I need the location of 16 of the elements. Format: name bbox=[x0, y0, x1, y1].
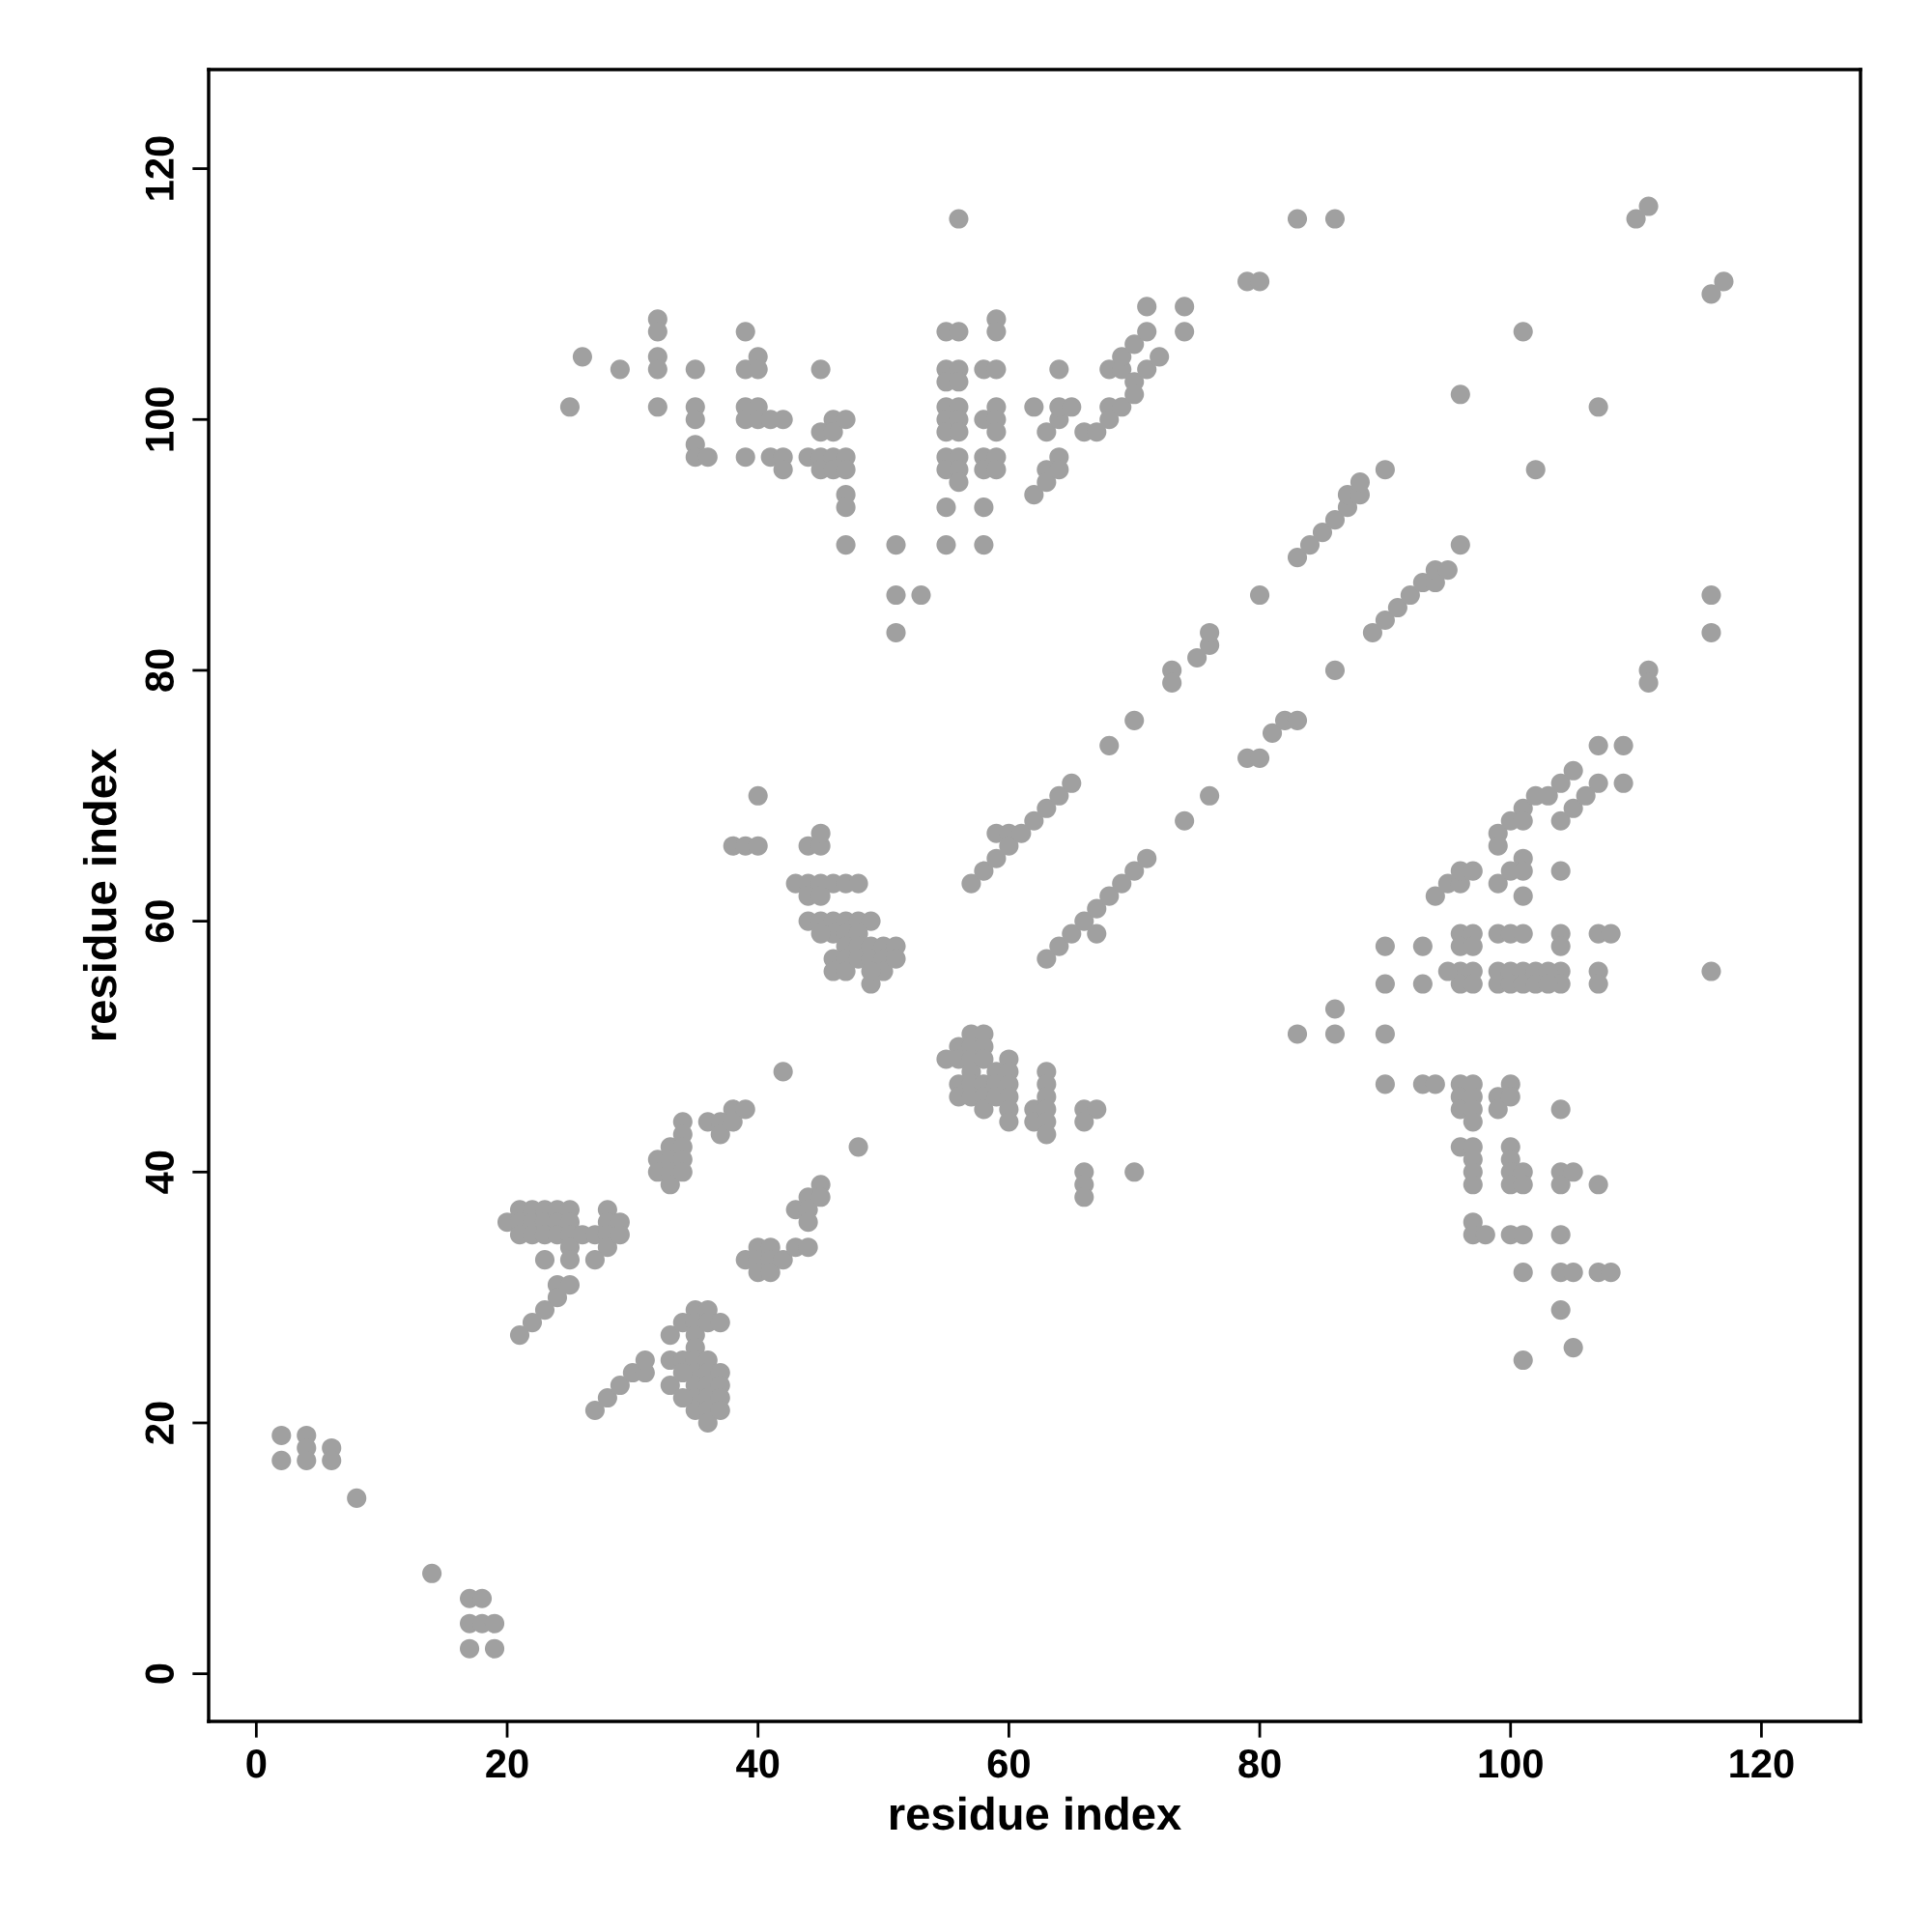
x-tick-label: 60 bbox=[987, 1748, 1030, 1778]
x-tick-label: 80 bbox=[1238, 1748, 1281, 1778]
x-tick-label: 40 bbox=[736, 1748, 780, 1778]
x-tick-label: 120 bbox=[1730, 1748, 1794, 1778]
y-axis-title: residue index bbox=[82, 749, 117, 1040]
y-tick-label: 60 bbox=[145, 900, 174, 943]
x-axis-title: residue index bbox=[890, 1796, 1181, 1831]
y-tick-label: 80 bbox=[145, 649, 174, 692]
x-tick-label: 100 bbox=[1479, 1748, 1543, 1778]
y-tick-label: 0 bbox=[145, 1663, 174, 1684]
y-tick-label: 40 bbox=[145, 1151, 174, 1194]
x-tick-label: 20 bbox=[486, 1748, 528, 1778]
y-tick-label: 100 bbox=[145, 387, 174, 451]
x-tick-label: 0 bbox=[246, 1748, 267, 1778]
y-tick-label: 120 bbox=[145, 136, 174, 200]
y-tick-label: 20 bbox=[145, 1402, 174, 1444]
